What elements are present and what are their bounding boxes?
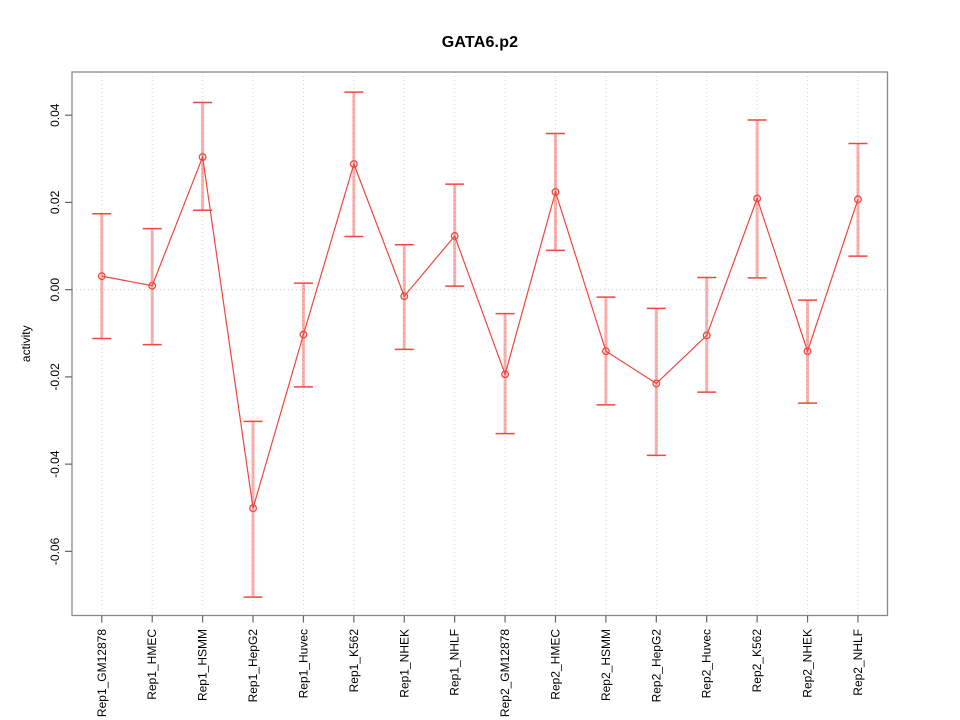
plot-frame [71,71,889,617]
data-point [501,370,510,379]
data-point [400,292,409,301]
y-tick-label: 0.00 [48,278,62,302]
x-tick-label: Rep2_NHLF [851,629,865,696]
data-point [551,188,560,196]
data-point [753,194,762,203]
y-axis-title: activity [19,325,33,362]
data-point [97,272,106,281]
x-tick-label: Rep2_HMEC [548,629,562,700]
y-tick-label: -0.04 [48,450,62,478]
x-tick-label: Rep1_NHEK [397,629,411,698]
x-tick-label: Rep1_NHLF [448,629,462,696]
x-tick-label: Rep2_Huvec [700,629,714,698]
y-tick-label: 0.02 [48,190,62,214]
y-tick-label: 0.04 [48,103,62,127]
x-tick-label: Rep2_HSMM [599,629,613,701]
data-point [198,153,207,162]
x-tick-label: Rep2_GM12878 [498,629,512,717]
data-point [702,331,711,340]
data-point [803,347,812,356]
x-tick-label: Rep1_HSMM [196,629,210,701]
x-tick-label: Rep2_HepG2 [649,629,663,703]
data-point [450,232,459,240]
x-tick-label: Rep1_GM12878 [95,629,109,717]
data-point [349,160,358,168]
data-point [249,504,257,513]
data-point [148,281,157,290]
x-tick-label: Rep2_NHEK [801,629,815,698]
x-tick-label: Rep1_Huvec [296,629,310,698]
x-tick-label: Rep2_K562 [750,629,764,693]
x-tick-label: Rep1_K562 [347,629,361,693]
data-point [601,347,610,356]
data-point [652,379,661,388]
chart-title: GATA6.p2 [441,34,519,51]
y-tick-label: -0.06 [48,537,62,565]
x-tick-label: Rep1_HMEC [145,629,159,700]
y-tick-label: -0.02 [48,363,62,391]
series-line [101,154,859,509]
data-point [854,195,862,204]
data-point [299,330,308,339]
x-tick-label: Rep1_HepG2 [246,629,260,703]
